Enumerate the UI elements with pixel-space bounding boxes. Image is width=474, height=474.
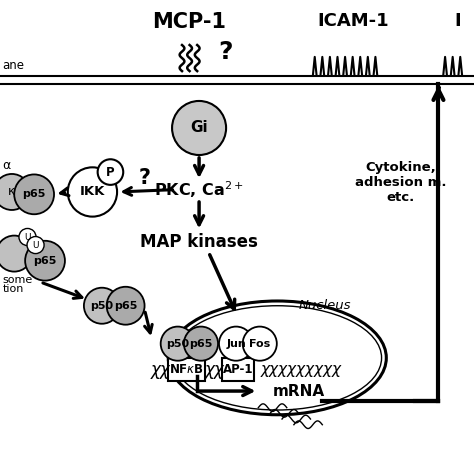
- Text: p65: p65: [189, 338, 213, 349]
- Text: PKC, Ca$^{2+}$: PKC, Ca$^{2+}$: [154, 179, 244, 200]
- Circle shape: [172, 101, 226, 155]
- Text: MAP kinases: MAP kinases: [140, 233, 258, 251]
- Circle shape: [84, 288, 120, 324]
- Text: α: α: [2, 159, 10, 173]
- Circle shape: [0, 174, 30, 210]
- Text: tion: tion: [2, 284, 24, 294]
- Text: U: U: [24, 233, 31, 241]
- Circle shape: [19, 228, 36, 246]
- Text: Nucleus: Nucleus: [299, 299, 351, 312]
- Text: p65: p65: [114, 301, 137, 311]
- Text: p50: p50: [166, 338, 189, 349]
- Circle shape: [14, 174, 54, 214]
- Ellipse shape: [173, 306, 382, 410]
- Text: κ: κ: [8, 185, 16, 199]
- Text: Gi: Gi: [190, 120, 208, 136]
- Text: Cytokine,
adhesion m.
etc.: Cytokine, adhesion m. etc.: [355, 161, 447, 204]
- Text: χχχχχχχχχ: χχχχχχχχχ: [261, 362, 341, 377]
- Text: ane: ane: [2, 59, 24, 72]
- Ellipse shape: [168, 301, 386, 415]
- Circle shape: [219, 327, 253, 361]
- Text: IKK: IKK: [80, 185, 105, 199]
- Circle shape: [0, 236, 32, 272]
- Circle shape: [161, 327, 195, 361]
- Text: p65: p65: [22, 189, 46, 200]
- Text: I: I: [454, 12, 461, 30]
- Circle shape: [27, 237, 44, 254]
- Text: P: P: [106, 165, 115, 179]
- Text: U: U: [32, 241, 39, 249]
- Circle shape: [107, 287, 145, 325]
- Text: MCP-1: MCP-1: [153, 12, 227, 32]
- Text: mRNA: mRNA: [273, 383, 325, 399]
- Text: χχ: χχ: [150, 361, 170, 379]
- Text: ?: ?: [218, 40, 232, 64]
- FancyBboxPatch shape: [222, 358, 254, 381]
- Text: Jun: Jun: [226, 338, 246, 349]
- Text: p50: p50: [91, 301, 113, 311]
- Circle shape: [243, 327, 277, 361]
- Circle shape: [184, 327, 218, 361]
- Text: some: some: [2, 274, 33, 285]
- Text: p65: p65: [33, 255, 57, 266]
- Circle shape: [68, 167, 117, 217]
- Text: ?: ?: [138, 168, 151, 188]
- Text: AP-1: AP-1: [223, 363, 253, 376]
- Circle shape: [25, 241, 65, 281]
- FancyBboxPatch shape: [168, 358, 205, 381]
- Circle shape: [98, 159, 123, 185]
- Text: NF$\kappa$B: NF$\kappa$B: [169, 363, 204, 376]
- Text: χχ: χχ: [204, 361, 224, 379]
- Text: Fos: Fos: [249, 338, 270, 349]
- Text: ICAM-1: ICAM-1: [317, 12, 389, 30]
